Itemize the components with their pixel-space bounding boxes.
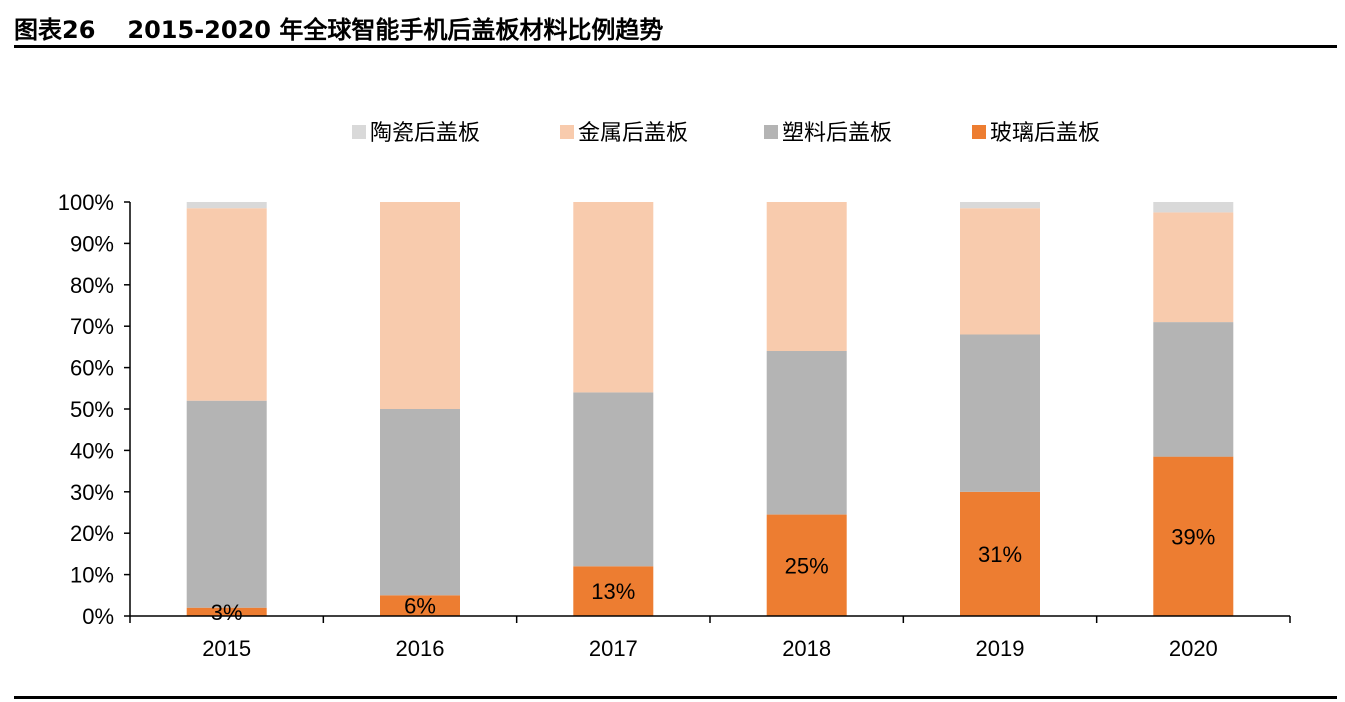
data-label-2016: 6%	[404, 594, 436, 619]
bar-segment-s0-2017	[573, 566, 654, 616]
x-tick-label-2015: 2015	[202, 636, 251, 661]
bar-segment-s1-2019	[960, 334, 1040, 492]
bar-segment-s2-2020	[1153, 212, 1234, 323]
legend-swatch-0	[352, 125, 366, 139]
y-tick-label: 70%	[70, 314, 114, 339]
bar-segment-s2-2016	[380, 202, 460, 409]
bottom-rule	[14, 696, 1337, 699]
bar-segment-s2-2019	[960, 208, 1040, 335]
bar-segment-s0-2020	[1153, 456, 1234, 616]
figure-label: 图表26	[14, 16, 96, 44]
data-label-2019: 31%	[978, 542, 1022, 567]
data-label-2018: 25%	[785, 553, 829, 578]
legend-label-0: 陶瓷后盖板	[370, 121, 480, 146]
x-tick-label-2018: 2018	[782, 636, 831, 661]
data-label-2015: 3%	[211, 600, 243, 625]
bar-segment-s2-2018	[766, 202, 847, 351]
y-tick-label: 0%	[82, 604, 114, 629]
bar-segment-s2-2015	[186, 208, 267, 401]
bar-segment-s3-2019	[960, 202, 1040, 209]
bar-segment-s2-2017	[573, 202, 654, 393]
data-label-2017: 13%	[591, 579, 635, 604]
chart-title: 2015-2020 年全球智能手机后盖板材料比例趋势	[127, 16, 664, 44]
y-tick-label: 80%	[70, 273, 114, 298]
bar-segment-s1-2015	[186, 400, 267, 608]
legend-label-2: 塑料后盖板	[782, 121, 892, 146]
y-tick-label: 100%	[58, 190, 114, 215]
bar-segment-s0-2015	[186, 607, 267, 616]
figure-header: 图表26 2015-2020 年全球智能手机后盖板材料比例趋势	[14, 10, 1337, 48]
y-tick-label: 50%	[70, 397, 114, 422]
legend-swatch-3	[972, 125, 986, 139]
axes: 0% 10% 20% 30% 40% 50% 60% 70% 80% 90% 100% 2015 201…	[58, 190, 1291, 661]
y-tick-label: 40%	[70, 438, 114, 463]
x-tick-label-2016: 2016	[396, 636, 445, 661]
x-tick-label-2020: 2020	[1169, 636, 1218, 661]
bar-segment-s1-2018	[766, 351, 847, 515]
y-tick-label: 60%	[70, 356, 114, 381]
bar-segment-s0-2016	[380, 595, 460, 616]
y-tick-label: 10%	[70, 563, 114, 588]
bar-segment-s3-2015	[186, 202, 267, 209]
bar-segment-s3-2020	[1153, 202, 1234, 213]
legend-label-3: 玻璃后盖板	[990, 121, 1100, 146]
x-tick-label-2017: 2017	[589, 636, 638, 661]
y-tick-label: 30%	[70, 480, 114, 505]
legend-swatch-1	[560, 125, 574, 139]
bar-segment-s1-2017	[573, 392, 654, 567]
legend-swatch-2	[764, 125, 778, 139]
bar-segment-s0-2019	[960, 491, 1040, 616]
legend-label-1: 金属后盖板	[578, 121, 688, 146]
y-tick-label: 20%	[70, 521, 114, 546]
value-labels: 3% 6% 13% 25% 31% 39%	[211, 524, 1216, 625]
bar-segment-s1-2016	[380, 409, 460, 596]
data-label-2020: 39%	[1171, 524, 1215, 549]
legend: 陶瓷后盖板 金属后盖板 塑料后盖板 玻璃后盖板	[352, 121, 1100, 146]
y-tick-label: 90%	[70, 231, 114, 256]
bars	[186, 202, 1234, 616]
bar-segment-s1-2020	[1153, 322, 1234, 457]
bar-segment-s0-2018	[766, 514, 847, 616]
x-tick-label-2019: 2019	[976, 636, 1025, 661]
